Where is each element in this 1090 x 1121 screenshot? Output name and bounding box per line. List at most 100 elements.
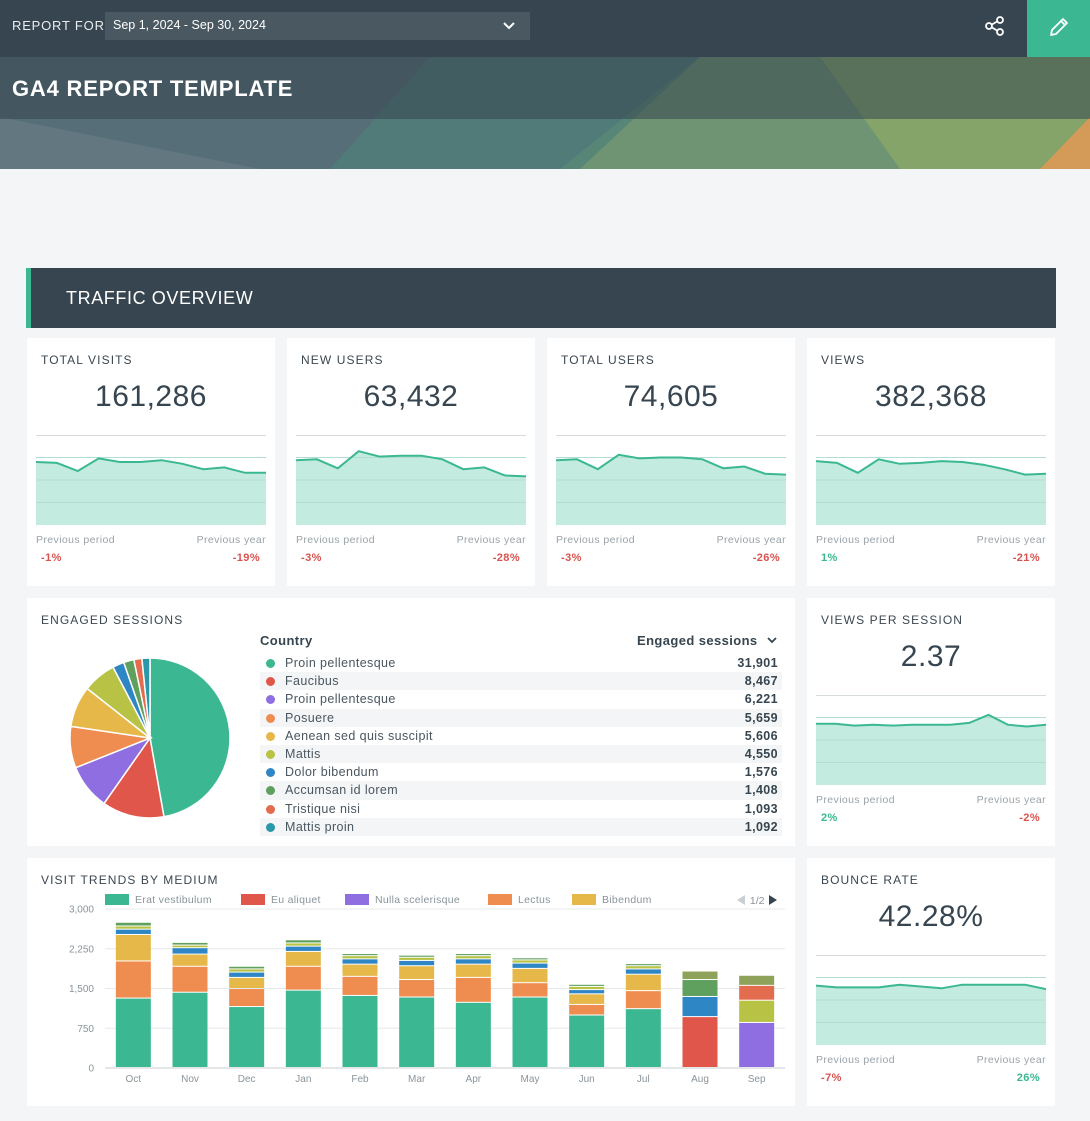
bar-segment[interactable] <box>115 961 151 998</box>
bar-segment[interactable] <box>455 954 491 956</box>
legend-item[interactable]: Eu aliquet <box>241 894 321 908</box>
kpi-card-bounce-rate[interactable]: BOUNCE RATE 42.28% Previous period Previ… <box>807 858 1055 1106</box>
pie-slice[interactable] <box>149 657 231 818</box>
bar-segment[interactable] <box>625 1009 661 1067</box>
bar-segment[interactable] <box>285 951 321 966</box>
bar-segment[interactable] <box>342 954 378 956</box>
bar-segment[interactable] <box>115 998 151 1067</box>
bar-segment[interactable] <box>172 966 208 992</box>
kpi-card-views-per-session[interactable]: VIEWS PER SESSION 2.37 Previous period P… <box>807 598 1055 846</box>
table-row[interactable]: Proin pellentesque 31,901 <box>260 654 782 672</box>
date-range-select[interactable]: Sep 1, 2024 - Sep 30, 2024 <box>105 12 530 40</box>
kpi-card-views[interactable]: VIEWS 382,368 Previous period Previous y… <box>807 338 1055 586</box>
bar-segment[interactable] <box>455 964 491 977</box>
table-row[interactable]: Mattis 4,550 <box>260 744 782 764</box>
bar-segment[interactable] <box>115 922 151 926</box>
bar-segment[interactable] <box>455 977 491 1002</box>
table-row[interactable]: Posuere 5,659 <box>260 708 782 727</box>
kpi-card-new-users[interactable]: NEW USERS 63,432 Previous period Previou… <box>287 338 535 586</box>
table-row[interactable]: Faucibus 8,467 <box>260 672 782 691</box>
bar-segment[interactable] <box>172 948 208 954</box>
bar-segment[interactable] <box>172 954 208 966</box>
bar-segment[interactable] <box>115 926 151 929</box>
bar-segment[interactable] <box>229 1007 265 1067</box>
bar-segment[interactable] <box>172 945 208 948</box>
bar-segment[interactable] <box>229 972 265 977</box>
bar-segment[interactable] <box>569 984 605 986</box>
bar-segment[interactable] <box>455 956 491 959</box>
bar-segment[interactable] <box>682 1017 718 1067</box>
bar-segment[interactable] <box>625 966 661 969</box>
bar-segment[interactable] <box>285 940 321 943</box>
bar-segment[interactable] <box>342 995 378 1067</box>
bar-segment[interactable] <box>682 971 718 980</box>
bar-segment[interactable] <box>399 997 435 1067</box>
legend-item[interactable]: Lectus <box>488 894 551 908</box>
bar-segment[interactable] <box>172 942 208 945</box>
bar-segment[interactable] <box>739 1000 775 1022</box>
column-header-engaged-sessions[interactable]: Engaged sessions <box>637 633 778 648</box>
bar-segment[interactable] <box>625 964 661 966</box>
bar-segment[interactable] <box>512 983 548 997</box>
bar-segment[interactable] <box>342 964 378 976</box>
bar-segment[interactable] <box>512 958 548 960</box>
bar-segment[interactable] <box>569 1004 605 1015</box>
bar-segment[interactable] <box>512 968 548 983</box>
bar-segment[interactable] <box>569 994 605 1004</box>
table-row[interactable]: Proin pellentesque 6,221 <box>260 690 782 708</box>
edit-button[interactable] <box>1027 0 1090 57</box>
table-row[interactable]: Mattis proin 1,092 <box>260 817 782 836</box>
table-row[interactable]: Accumsan id lorem 1,408 <box>260 781 782 800</box>
table-row[interactable]: Aenean sed quis suscipit 5,606 <box>260 727 782 745</box>
bar-segment[interactable] <box>285 990 321 1067</box>
pie-slice[interactable] <box>102 736 165 819</box>
bar-segment[interactable] <box>229 989 265 1007</box>
legend-pager[interactable]: 1/2 <box>735 894 779 907</box>
bar-segment[interactable] <box>285 946 321 951</box>
legend-item[interactable]: Erat vestibulum <box>105 894 212 908</box>
bar-segment[interactable] <box>115 929 151 934</box>
bar-segment[interactable] <box>569 1015 605 1067</box>
table-row[interactable]: Dolor bibendum 1,576 <box>260 763 782 781</box>
bar-segment[interactable] <box>512 960 548 963</box>
bar-segment[interactable] <box>512 963 548 968</box>
bar-segment[interactable] <box>625 974 661 991</box>
pie-slice[interactable] <box>141 657 151 739</box>
bar-segment[interactable] <box>342 976 378 995</box>
bar-segment[interactable] <box>625 991 661 1009</box>
share-button[interactable] <box>980 12 1010 42</box>
next-page-icon[interactable] <box>767 894 779 906</box>
kpi-card-total-visits[interactable]: TOTAL VISITS 161,286 Previous period Pre… <box>27 338 275 586</box>
bar-segment[interactable] <box>569 990 605 994</box>
bar-segment[interactable] <box>399 955 435 957</box>
bar-segment[interactable] <box>512 997 548 1067</box>
bar-segment[interactable] <box>285 943 321 946</box>
table-row[interactable]: Tristique nisi 1,093 <box>260 800 782 818</box>
bar-segment[interactable] <box>399 980 435 997</box>
bar-segment[interactable] <box>682 980 718 996</box>
bar-segment[interactable] <box>399 966 435 980</box>
bar-segment[interactable] <box>739 975 775 985</box>
bar-segment[interactable] <box>399 957 435 960</box>
prev-page-icon[interactable] <box>735 894 747 906</box>
legend-item[interactable]: Bibendum <box>572 894 652 908</box>
bar-segment[interactable] <box>739 1022 775 1067</box>
bar-segment[interactable] <box>682 996 718 1017</box>
bar-segment[interactable] <box>399 960 435 966</box>
bar-segment[interactable] <box>229 969 265 972</box>
bar-segment[interactable] <box>455 959 491 964</box>
bar-segment[interactable] <box>285 966 321 990</box>
bar-segment[interactable] <box>229 977 265 989</box>
bar-segment[interactable] <box>739 985 775 1000</box>
bar-segment[interactable] <box>455 1002 491 1067</box>
engaged-sessions-value: 1,093 <box>744 801 778 816</box>
kpi-card-total-users[interactable]: TOTAL USERS 74,605 Previous period Previ… <box>547 338 795 586</box>
bar-segment[interactable] <box>115 934 151 961</box>
bar-segment[interactable] <box>342 959 378 964</box>
bar-segment[interactable] <box>342 956 378 959</box>
bar-segment[interactable] <box>569 986 605 990</box>
bar-segment[interactable] <box>229 966 265 969</box>
legend-item[interactable]: Nulla scelerisque <box>345 894 460 908</box>
bar-segment[interactable] <box>625 969 661 974</box>
bar-segment[interactable] <box>172 992 208 1067</box>
